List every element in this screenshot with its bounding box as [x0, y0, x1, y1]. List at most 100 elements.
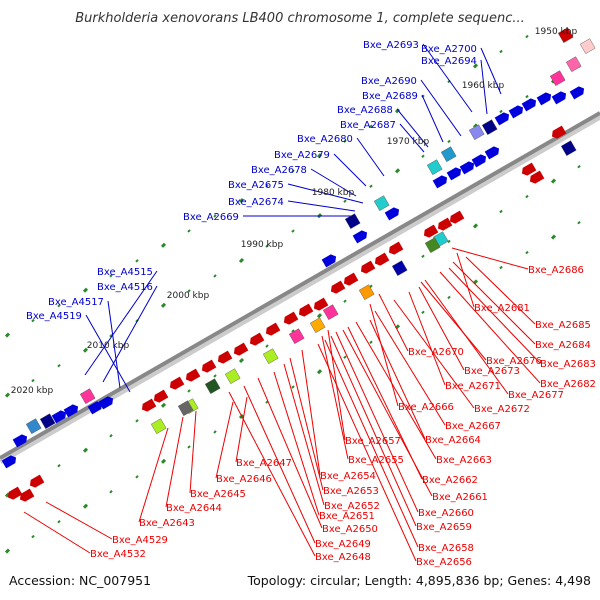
axis-label-kbp: 1960 kbp: [462, 81, 505, 91]
leader-line: [84, 270, 158, 376]
gene-feature: [169, 376, 185, 390]
leader-line: [452, 261, 536, 345]
track-tick: [187, 289, 191, 293]
gene-feature: [521, 162, 537, 176]
gene-label-reverse: Bxe_A2643: [139, 518, 195, 529]
gene-feature: [12, 434, 28, 448]
gene-label-forward: Bxe_A2675: [228, 180, 284, 191]
gene-label-reverse: Bxe_A2647: [236, 458, 292, 469]
track-tick: [577, 220, 581, 225]
leader-line: [228, 391, 316, 557]
leader-line: [408, 291, 446, 386]
gene-feature: [79, 388, 96, 404]
leader-line: [189, 410, 197, 494]
gene-feature: [358, 284, 375, 300]
gene-feature: [437, 217, 453, 231]
gene-label-reverse: Bxe_A2666: [398, 402, 454, 413]
track-tick: [316, 153, 323, 159]
track-tick: [343, 299, 347, 303]
track-tick: [82, 503, 89, 509]
gene-label-forward: Bxe_A2688: [337, 105, 393, 116]
track-tick: [369, 284, 373, 288]
track-tick: [316, 313, 323, 319]
gene-feature: [471, 154, 487, 168]
leader-line: [465, 256, 536, 325]
track-tick: [238, 257, 245, 264]
gene-feature: [150, 418, 167, 434]
leader-line: [330, 335, 417, 527]
leader-line: [456, 252, 475, 308]
gene-feature: [298, 303, 314, 317]
track-tick: [31, 378, 35, 383]
track-tick: [369, 184, 373, 188]
gene-feature: [321, 254, 337, 268]
leader-line: [356, 137, 385, 177]
track-tick: [109, 434, 113, 438]
gene-feature: [98, 396, 114, 410]
track-tick: [291, 229, 295, 233]
track-tick: [135, 259, 139, 263]
track-tick: [109, 490, 113, 494]
track-tick: [525, 94, 529, 99]
leader-line: [396, 108, 429, 148]
track-tick: [160, 458, 167, 464]
track-tick: [499, 49, 503, 54]
leader-line-layer: [23, 43, 541, 562]
gene-label-reverse: Bxe_A2682: [540, 379, 596, 390]
leader-line: [273, 371, 320, 516]
axis-label-kbp: 2000 kbp: [167, 291, 210, 301]
track-tick: [472, 63, 479, 69]
gene-label-reverse: Bxe_A2685: [535, 320, 591, 331]
track-tick: [31, 318, 35, 323]
gene-feature: [565, 56, 582, 72]
leader-line: [283, 363, 325, 506]
gene-feature: [551, 125, 567, 139]
axis-label-kbp: 1970 kbp: [387, 137, 430, 147]
gene-label-reverse: Bxe_A2664: [425, 435, 481, 446]
gene-feature: [265, 322, 281, 336]
gene-feature: [141, 398, 157, 412]
gene-label-forward: Bxe_A2678: [251, 165, 307, 176]
gene-label-reverse: Bxe_A2658: [418, 543, 474, 554]
leader-line: [480, 59, 488, 115]
track-tick: [160, 402, 167, 408]
gene-feature: [29, 474, 45, 488]
track-tick: [525, 250, 529, 255]
track-tick: [421, 254, 425, 259]
gene-label-forward: Bxe_A2689: [362, 91, 418, 102]
track-tick: [265, 184, 269, 188]
leader-line: [215, 401, 234, 479]
gene-feature: [344, 213, 361, 229]
track-tick: [499, 109, 503, 114]
track-tick: [160, 242, 167, 248]
track-tick: [499, 265, 503, 270]
gene-feature: [322, 304, 339, 320]
leader-line: [257, 377, 323, 529]
gene-feature: [508, 105, 524, 119]
track-tick: [31, 534, 35, 539]
gene-feature: [224, 368, 241, 384]
track-tick: [213, 374, 217, 378]
track-tick: [160, 302, 167, 308]
axis-label-kbp: 1980 kbp: [312, 188, 355, 198]
gene-feature: [288, 328, 305, 344]
sequence-summary-text: Topology: circular; Length: 4,895,836 bp…: [247, 573, 591, 588]
gene-feature: [51, 410, 67, 424]
leader-line: [287, 200, 356, 212]
gene-feature: [440, 146, 457, 162]
gene-label-reverse: Bxe_A2670: [408, 347, 464, 358]
leader-line: [421, 94, 444, 143]
gene-feature: [468, 124, 485, 140]
gene-feature: [201, 359, 217, 373]
track-tick: [369, 124, 373, 128]
track-tick: [57, 303, 61, 308]
track-tick: [343, 139, 347, 143]
track-tick: [57, 519, 61, 524]
leader-line: [301, 349, 321, 476]
gene-feature: [426, 159, 443, 175]
axis-label-kbp: 1950 kbp: [535, 27, 578, 37]
gene-label-reverse: Bxe_A2644: [166, 503, 222, 514]
leader-line: [448, 267, 541, 364]
leader-line: [422, 43, 473, 113]
